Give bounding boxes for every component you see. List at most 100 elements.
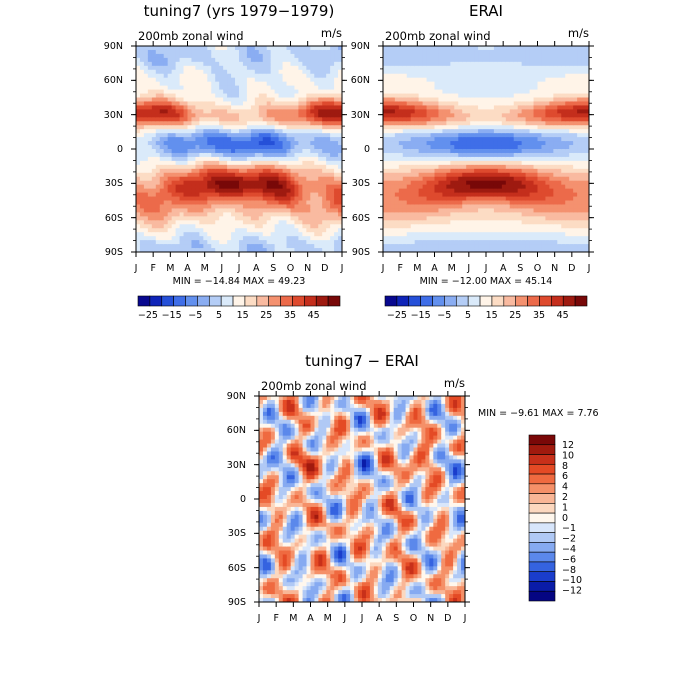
- field-cell: [430, 204, 436, 210]
- field-cell: [398, 212, 404, 217]
- field-cell: [478, 188, 483, 194]
- field-cell: [175, 117, 181, 122]
- field-cell: [402, 101, 408, 107]
- field-cell: [171, 204, 177, 210]
- field-cell: [250, 184, 256, 190]
- field-cell: [430, 49, 436, 55]
- field-cell: [143, 97, 149, 103]
- field-cell: [533, 97, 539, 103]
- field-cell: [521, 236, 527, 241]
- field-cell: [430, 73, 436, 79]
- field-cell: [486, 81, 491, 87]
- field-cell: [274, 172, 280, 178]
- field-cell: [270, 188, 276, 194]
- field-cell: [509, 236, 515, 241]
- field-cell: [474, 113, 479, 118]
- field-cell: [446, 216, 451, 221]
- field-cell: [410, 208, 416, 213]
- field-cell: [258, 208, 264, 213]
- field-cell: [179, 208, 185, 213]
- field-cell: [231, 156, 236, 162]
- field-cell: [322, 240, 327, 245]
- field-cell: [330, 69, 335, 75]
- field-cell: [155, 212, 161, 217]
- field-cell: [398, 101, 404, 107]
- field-cell: [227, 49, 232, 55]
- field-cell: [501, 145, 507, 150]
- field-cell: [446, 49, 451, 55]
- field-cell: [338, 184, 342, 190]
- field-cell: [314, 145, 319, 150]
- field-cell: [227, 69, 232, 75]
- field-cell: [386, 204, 392, 210]
- field-cell: [147, 137, 153, 142]
- field-cell: [501, 97, 507, 103]
- field-cell: [390, 204, 396, 210]
- field-cell: [183, 113, 189, 118]
- field-cell: [147, 65, 153, 71]
- field-cell: [326, 109, 331, 114]
- field-cell: [195, 61, 200, 67]
- field-cell: [278, 69, 284, 75]
- field-cell: [223, 61, 228, 67]
- field-cell: [227, 101, 232, 107]
- field-cell: [486, 236, 491, 241]
- field-cell: [239, 89, 244, 95]
- field-cell: [338, 53, 342, 59]
- field-cell: [219, 236, 224, 241]
- field-cell: [509, 244, 515, 249]
- field-cell: [454, 145, 459, 150]
- field-cell: [334, 188, 339, 194]
- field-cell: [383, 93, 388, 99]
- field-cell: [513, 125, 519, 130]
- field-cell: [199, 240, 204, 245]
- field-cell: [235, 180, 240, 186]
- field-cell: [235, 200, 240, 206]
- field-cell: [270, 212, 276, 217]
- field-cell: [258, 228, 264, 233]
- field-cell: [454, 53, 459, 59]
- field-cell: [171, 216, 177, 221]
- field-cell: [330, 133, 335, 138]
- field-cell: [242, 113, 248, 118]
- field-cell: [294, 93, 300, 99]
- field-cell: [406, 216, 412, 221]
- field-cell: [163, 200, 169, 206]
- field-cell: [242, 236, 248, 241]
- field-cell: [223, 152, 228, 158]
- field-cell: [529, 168, 535, 174]
- field-cell: [438, 232, 444, 237]
- field-cell: [266, 113, 272, 118]
- field-cell: [286, 89, 292, 95]
- field-cell: [505, 121, 511, 126]
- field-cell: [278, 180, 284, 186]
- field-cell: [486, 224, 491, 229]
- field-cell: [390, 129, 396, 134]
- field-cell: [410, 101, 416, 107]
- field-cell: [493, 93, 499, 99]
- field-cell: [537, 208, 543, 213]
- field-cell: [159, 196, 165, 202]
- field-cell: [450, 65, 455, 71]
- field-cell: [414, 57, 420, 63]
- field-cell: [501, 121, 507, 126]
- field-cell: [318, 81, 323, 87]
- field-cell: [159, 121, 165, 126]
- field-cell: [211, 77, 216, 83]
- field-cell: [517, 133, 523, 138]
- field-cell: [151, 184, 157, 190]
- field-cell: [294, 244, 300, 249]
- field-cell: [422, 141, 428, 146]
- field-cell: [390, 176, 396, 182]
- field-cell: [282, 129, 288, 134]
- field-cell: [383, 216, 388, 221]
- field-cell: [322, 152, 327, 158]
- field-cell: [422, 228, 428, 233]
- field-cell: [386, 85, 392, 91]
- field-cell: [434, 145, 440, 150]
- field-cell: [302, 200, 307, 206]
- field-cell: [254, 160, 260, 166]
- field-cell: [545, 53, 550, 59]
- field-cell: [231, 105, 236, 110]
- field-cell: [155, 248, 161, 252]
